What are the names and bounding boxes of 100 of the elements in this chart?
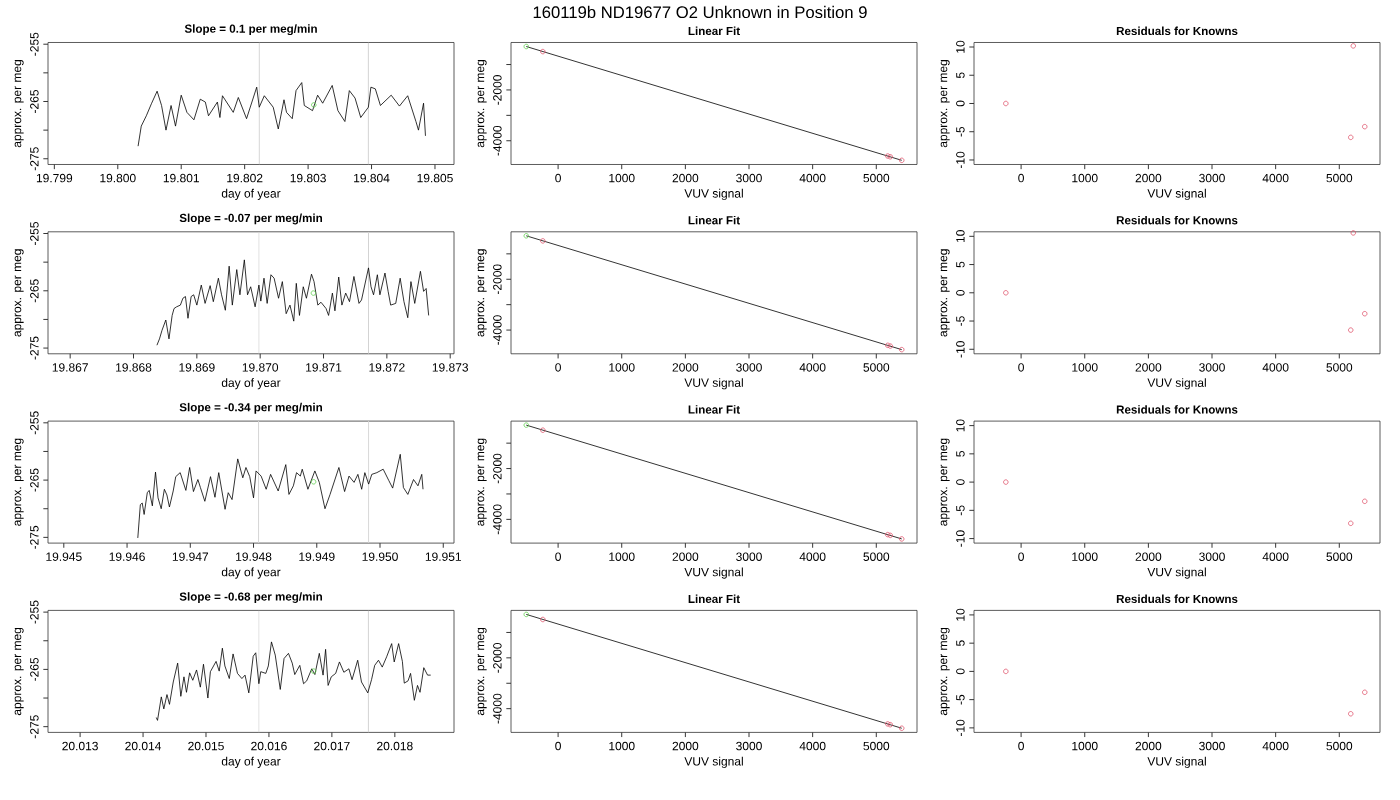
x-tick-label: 19.873 bbox=[432, 363, 469, 372]
x-tick-label: 19.801 bbox=[163, 173, 199, 183]
y-tick-label: 10 bbox=[956, 40, 965, 53]
y-tick-label: -275 bbox=[30, 336, 39, 360]
y-tick-label: -2000 bbox=[493, 642, 502, 673]
x-tick-label: 19.867 bbox=[52, 363, 88, 372]
y-tick-label: -265 bbox=[30, 468, 39, 492]
x-tick-label: 5000 bbox=[863, 173, 890, 183]
x-tick-label: 19.869 bbox=[179, 363, 215, 372]
x-tick-label: 3000 bbox=[736, 552, 762, 561]
x-tick-label: 19.871 bbox=[306, 363, 342, 372]
y-tick-label: -10 bbox=[956, 341, 965, 358]
x-tick-label: 0 bbox=[1018, 173, 1024, 183]
y-tick-label: -4000 bbox=[493, 125, 502, 156]
x-axis-title: VUV signal bbox=[1147, 188, 1206, 201]
x-tick-label: 20.014 bbox=[125, 741, 162, 751]
chart-title: Residuals for Knowns bbox=[1116, 594, 1238, 604]
x-tick-label: 4000 bbox=[799, 363, 826, 372]
x-tick-label: 3000 bbox=[1199, 363, 1225, 372]
x-tick-label: 20.016 bbox=[251, 741, 287, 751]
x-tick-label: 4000 bbox=[1262, 173, 1289, 183]
x-tick-label: 19.949 bbox=[299, 552, 335, 561]
y-tick-label: 5 bbox=[956, 72, 965, 79]
x-axis-title: VUV signal bbox=[1147, 756, 1206, 768]
x-axis-title: day of year bbox=[221, 378, 281, 390]
x-tick-label: 4000 bbox=[799, 552, 826, 561]
y-tick-label: -2000 bbox=[493, 453, 502, 484]
x-tick-label: 2000 bbox=[1135, 363, 1162, 372]
y-tick-label: -255 bbox=[30, 600, 39, 624]
y-axis-title: approx. per meg bbox=[14, 438, 24, 526]
x-tick-label: 0 bbox=[1018, 741, 1024, 751]
x-axis-title: day of year bbox=[221, 756, 281, 768]
chart-title: Slope = -0.34 per meg/min bbox=[179, 402, 323, 414]
y-tick-label: -275 bbox=[30, 525, 39, 549]
y-tick-label: -4000 bbox=[493, 693, 502, 724]
y-tick-label: -5 bbox=[956, 126, 965, 137]
y-tick-label: -4000 bbox=[493, 315, 502, 345]
y-tick-label: -255 bbox=[30, 222, 39, 245]
chart-title: Slope = 0.1 per meg/min bbox=[184, 24, 317, 36]
x-tick-label: 1000 bbox=[1072, 741, 1098, 751]
x-tick-label: 5000 bbox=[1326, 173, 1353, 183]
y-axis-title: approx. per meg bbox=[477, 249, 487, 337]
x-tick-label: 4000 bbox=[1262, 552, 1289, 561]
y-tick-label: -10 bbox=[956, 530, 965, 547]
x-axis-title: VUV signal bbox=[1147, 567, 1206, 579]
x-tick-label: 5000 bbox=[863, 552, 890, 561]
x-tick-label: 3000 bbox=[1199, 741, 1225, 751]
y-tick-label: 10 bbox=[956, 419, 965, 432]
x-tick-label: 5000 bbox=[1326, 741, 1353, 751]
y-tick-label: 0 bbox=[956, 100, 965, 107]
x-tick-label: 20.018 bbox=[377, 741, 413, 751]
y-axis-title: approx. per meg bbox=[14, 60, 24, 148]
x-tick-label: 19.800 bbox=[100, 173, 136, 183]
x-tick-label: 20.013 bbox=[62, 741, 98, 751]
x-tick-label: 3000 bbox=[1199, 552, 1225, 561]
x-tick-label: 2000 bbox=[672, 173, 699, 183]
x-tick-label: 19.950 bbox=[362, 552, 398, 561]
y-tick-label: -4000 bbox=[493, 504, 502, 535]
chart-title: Linear Fit bbox=[688, 594, 740, 604]
x-tick-label: 1000 bbox=[609, 363, 635, 372]
chart-title: Slope = -0.07 per meg/min bbox=[179, 213, 323, 225]
y-tick-label: -2000 bbox=[493, 75, 502, 105]
x-tick-label: 1000 bbox=[609, 552, 635, 561]
x-axis-title: VUV signal bbox=[684, 756, 743, 768]
x-tick-label: 19.951 bbox=[425, 552, 462, 561]
y-axis-title: approx. per meg bbox=[940, 249, 950, 337]
x-tick-label: 19.803 bbox=[290, 173, 326, 183]
y-axis-title: approx. per meg bbox=[940, 438, 950, 526]
y-tick-label: 0 bbox=[956, 289, 965, 296]
chart-title: Linear Fit bbox=[688, 26, 740, 36]
y-axis-title: approx. per meg bbox=[477, 438, 487, 526]
y-tick-label: 5 bbox=[956, 261, 965, 268]
x-axis-title: day of year bbox=[221, 567, 281, 579]
y-tick-label: 10 bbox=[956, 230, 965, 243]
y-tick-label: -5 bbox=[956, 694, 965, 705]
y-tick-label: -10 bbox=[956, 151, 965, 169]
x-tick-label: 4000 bbox=[1262, 741, 1289, 751]
text: 160119b ND19677 O2 Unknown in Position 9 bbox=[533, 5, 867, 19]
x-tick-label: 19.868 bbox=[116, 363, 152, 372]
x-tick-label: 19.805 bbox=[417, 173, 453, 183]
x-axis-title: VUV signal bbox=[1147, 378, 1206, 390]
x-tick-label: 19.804 bbox=[354, 173, 390, 183]
x-tick-label: 2000 bbox=[672, 363, 699, 372]
x-tick-label: 5000 bbox=[863, 741, 890, 751]
x-tick-label: 5000 bbox=[1326, 552, 1353, 561]
y-tick-label: -265 bbox=[30, 657, 39, 681]
x-tick-label: 1000 bbox=[1072, 552, 1098, 561]
y-axis-title: approx. per meg bbox=[477, 627, 487, 716]
x-tick-label: 1000 bbox=[609, 173, 635, 183]
chart-title: Residuals for Knowns bbox=[1116, 405, 1238, 414]
x-axis-title: VUV signal bbox=[684, 567, 743, 579]
y-axis-title: approx. per meg bbox=[14, 627, 24, 716]
x-tick-label: 0 bbox=[555, 552, 561, 561]
x-tick-label: 19.872 bbox=[369, 363, 405, 372]
x-tick-label: 3000 bbox=[736, 741, 762, 751]
x-tick-label: 0 bbox=[1018, 552, 1024, 561]
chart-title: Slope = -0.68 per meg/min bbox=[179, 592, 323, 604]
y-axis-title: approx. per meg bbox=[940, 627, 950, 716]
x-tick-label: 3000 bbox=[736, 173, 762, 183]
x-tick-label: 5000 bbox=[863, 363, 890, 372]
